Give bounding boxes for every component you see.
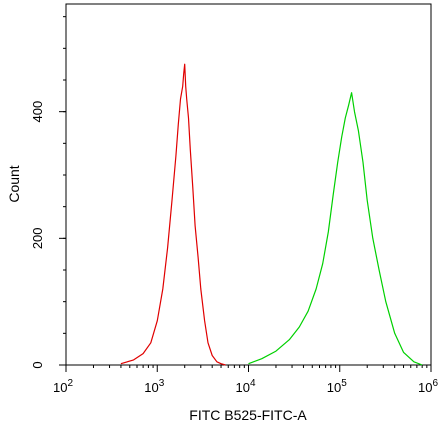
x-tick-exponent: 3 bbox=[159, 378, 165, 389]
x-axis-ticks: 102 103 104 105 106 bbox=[53, 365, 438, 395]
x-tick-label: 102 bbox=[53, 378, 73, 395]
x-tick-label: 105 bbox=[327, 378, 347, 395]
x-tick-exponent: 4 bbox=[250, 378, 256, 389]
x-tick-label: 104 bbox=[235, 378, 255, 395]
series-layer bbox=[120, 63, 423, 366]
y-tick-label: 200 bbox=[30, 227, 45, 249]
plot-frame bbox=[65, 3, 432, 366]
y-axis-label: Count bbox=[6, 165, 22, 202]
x-tick-label: 106 bbox=[418, 378, 438, 395]
x-tick-exponent: 5 bbox=[341, 378, 347, 389]
x-tick-exponent: 6 bbox=[432, 378, 438, 389]
histogram-series-1 bbox=[120, 63, 226, 366]
x-tick-exponent: 2 bbox=[67, 378, 73, 389]
y-tick-label: 0 bbox=[30, 361, 45, 368]
histogram-series-2 bbox=[248, 92, 423, 366]
x-tick-label: 103 bbox=[144, 378, 164, 395]
x-axis-label: FITC B525-FITC-A bbox=[189, 407, 307, 423]
y-tick-label: 400 bbox=[30, 101, 45, 123]
y-axis-ticks: 0 200 400 bbox=[30, 16, 66, 369]
